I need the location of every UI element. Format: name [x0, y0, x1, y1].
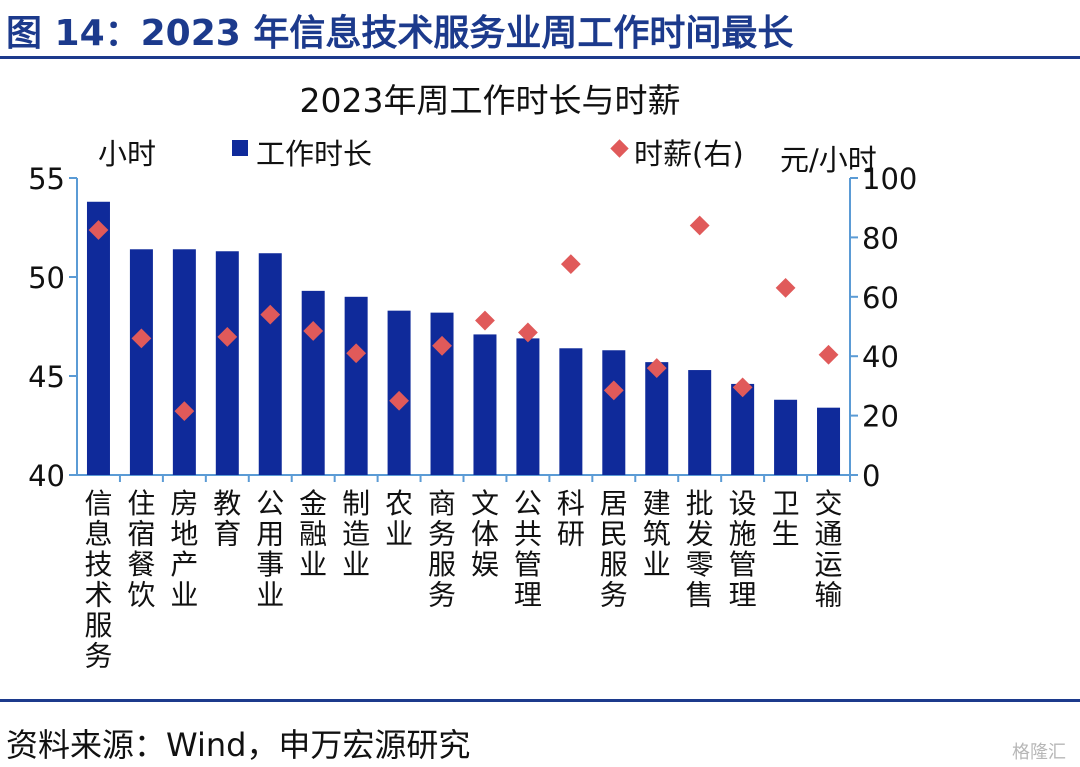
bar-10 [473, 334, 497, 475]
figure-title: 图 14：2023 年信息技术服务业周工作时间最长 [6, 13, 794, 54]
legend-marker-label: 时薪(右) [634, 137, 744, 171]
bar-13 [602, 350, 626, 475]
x-axis-label-10: 文体娱 [471, 487, 499, 581]
chart: 2023年周工作时长与时薪 小时 工作时长 时薪(右) 元/小时 40 45 50 5… [28, 81, 917, 673]
marker-14 [646, 358, 667, 378]
legend-bar-label: 工作时长 [256, 137, 372, 171]
bar-7 [344, 296, 368, 475]
marker-11 [518, 322, 538, 343]
x-axis-label-12: 科研 [557, 487, 585, 551]
chart-title: 2023年周工作时长与时薪 [300, 81, 681, 120]
x-axis-label-18: 交通运输 [815, 487, 843, 612]
marker-7 [346, 343, 367, 364]
bar-11 [516, 338, 540, 475]
marker-15 [689, 215, 710, 236]
right-axis-tick-label: 60 [862, 281, 899, 315]
left-axis-tick-label: 45 [28, 360, 65, 394]
right-axis-tick-label: 80 [862, 221, 899, 255]
left-axis-unit: 小时 [98, 137, 156, 171]
right-axis-tick-label: 100 [862, 162, 917, 196]
marker-18 [818, 344, 839, 365]
x-axis-label-16: 设施管理 [729, 487, 757, 612]
marker-9 [432, 335, 452, 356]
right-axis-tick-label: 40 [862, 340, 899, 374]
x-axis-label-7: 制造业 [342, 487, 370, 581]
left-axis-tick-label: 50 [28, 261, 65, 295]
x-axis-label-1: 信息技术服务 [84, 487, 112, 673]
marker-16 [732, 377, 753, 398]
x-axis-label-11: 公共管理 [514, 487, 542, 612]
marker-13 [603, 380, 624, 401]
marker-12 [560, 254, 581, 275]
bar-6 [301, 290, 325, 475]
bar-12 [559, 348, 583, 475]
bar-14 [645, 362, 669, 475]
bar-2 [129, 249, 153, 475]
x-axis-label-8: 农业 [385, 487, 413, 551]
bar-17 [774, 399, 798, 475]
x-axis-label-15: 批发零售 [686, 487, 714, 612]
x-axis-label-6: 金融业 [299, 487, 327, 581]
marker-6 [303, 321, 324, 341]
marker-3 [174, 401, 195, 422]
right-axis-unit: 元/小时 [780, 143, 877, 177]
marker-2 [131, 328, 152, 349]
x-axis-label-5: 公用事业 [256, 487, 284, 612]
marker-10 [475, 310, 495, 331]
marker-5 [260, 304, 281, 325]
x-axis-label-9: 商务服务 [428, 487, 456, 612]
bar-9 [430, 312, 454, 475]
x-axis-label-13: 居民服务 [600, 487, 628, 612]
bar-1 [86, 201, 110, 475]
source-note: 资料来源：Wind，申万宏源研究 [6, 726, 471, 764]
left-axis-tick-label: 55 [28, 162, 65, 196]
bar-18 [817, 407, 841, 475]
bar-4 [215, 251, 239, 475]
marker-1 [88, 220, 109, 240]
right-axis-tick-label: 0 [862, 459, 880, 493]
bar-16 [731, 383, 755, 475]
plot-area: 40 45 50 55 0 20 40 60 80 100 信息技术服务住宿餐饮房地产业教育公用事业… [28, 162, 917, 673]
bar-5 [258, 253, 282, 475]
left-axis-tick-label: 40 [28, 459, 65, 493]
bottom-divider [0, 699, 1080, 702]
x-axis-label-3: 房地产业 [170, 487, 198, 612]
top-divider [0, 56, 1080, 59]
legend-marker-swatch [610, 139, 629, 158]
marker-4 [217, 326, 238, 347]
watermark: 格隆汇 [1012, 742, 1066, 763]
x-axis-label-2: 住宿餐饮 [127, 487, 155, 612]
x-axis-label-4: 教育 [213, 487, 241, 551]
x-axis-label-14: 建筑业 [643, 487, 671, 581]
bar-15 [688, 370, 712, 475]
marker-8 [389, 390, 409, 411]
x-axis-label-17: 卫生 [772, 487, 800, 551]
bar-3 [172, 249, 196, 475]
marker-17 [775, 277, 796, 298]
legend-bar-swatch [232, 140, 248, 156]
right-axis-tick-label: 20 [862, 400, 899, 434]
